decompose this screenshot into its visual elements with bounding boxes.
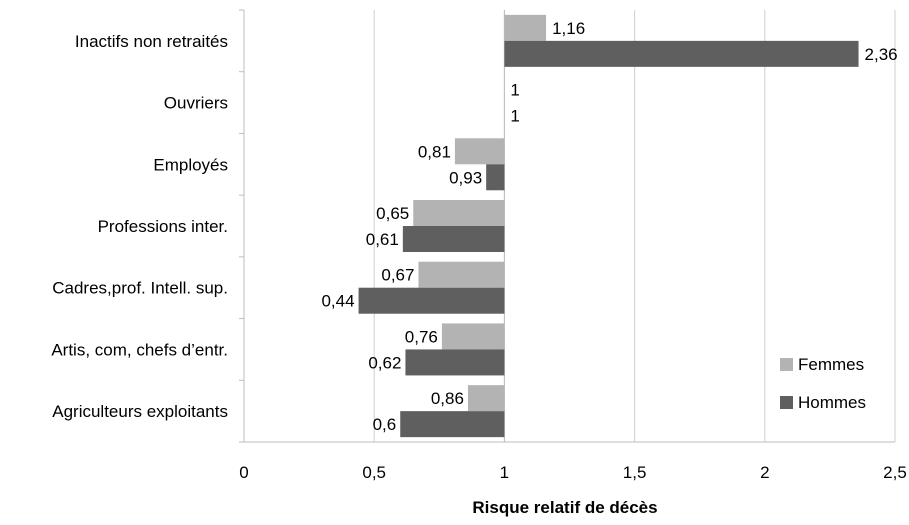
bar-femmes-employes bbox=[454, 138, 505, 165]
bars bbox=[358, 14, 859, 438]
bar-femmes-cadres-prof-intell-sup bbox=[418, 261, 505, 288]
data-label-hommes-inactifs-non-retraites: 2,36 bbox=[865, 45, 898, 64]
data-label-femmes-agriculteurs-exploitants: 0,86 bbox=[431, 389, 464, 408]
x-tick-label: 0 bbox=[239, 463, 248, 482]
data-label-hommes-ouvriers: 1 bbox=[510, 107, 519, 126]
data-label-hommes-artis-com-chefs-d-entr: 0,62 bbox=[368, 353, 401, 372]
category-labels: Inactifs non retraités Ouvriers Employés Pr… bbox=[51, 32, 228, 421]
category-label-employes: Employés bbox=[153, 155, 228, 174]
x-tick-label: 1,5 bbox=[623, 463, 647, 482]
data-label-hommes-agriculteurs-exploitants: 0,6 bbox=[373, 415, 397, 434]
legend-swatch-hommes bbox=[780, 396, 793, 409]
data-label-femmes-cadres-prof-intell-sup: 0,67 bbox=[381, 266, 414, 285]
bar-hommes-artis-com-chefs-d-entr bbox=[405, 349, 505, 376]
data-label-femmes-inactifs-non-retraites: 1,16 bbox=[552, 19, 585, 38]
bar-femmes-agriculteurs-exploitants bbox=[467, 385, 505, 412]
x-axis-title: Risque relatif de décès bbox=[472, 498, 657, 517]
bar-hommes-inactifs-non-retraites bbox=[504, 40, 859, 67]
x-tick-label: 1 bbox=[500, 463, 509, 482]
category-label-inactifs-non-retraites: Inactifs non retraités bbox=[75, 32, 228, 51]
bar-hommes-agriculteurs-exploitants bbox=[400, 411, 505, 438]
data-label-femmes-artis-com-chefs-d-entr: 0,76 bbox=[405, 327, 438, 346]
x-tick-label: 0,5 bbox=[362, 463, 386, 482]
axes bbox=[239, 9, 895, 443]
bar-hommes-professions-inter bbox=[402, 226, 505, 252]
bar-hommes-employes bbox=[486, 164, 505, 191]
data-label-femmes-employes: 0,81 bbox=[418, 142, 451, 161]
data-label-hommes-employes: 0,93 bbox=[449, 168, 482, 187]
data-label-femmes-ouvriers: 1 bbox=[510, 81, 519, 100]
category-label-cadres-prof-intell-sup: Cadres,prof. Intell. sup. bbox=[52, 279, 228, 298]
legend-label-hommes: Hommes bbox=[798, 393, 866, 412]
bar-femmes-inactifs-non-retraites bbox=[504, 14, 547, 41]
bar-hommes-cadres-prof-intell-sup bbox=[358, 287, 505, 314]
x-tick-label: 2 bbox=[760, 463, 769, 482]
data-label-femmes-professions-inter: 0,65 bbox=[376, 204, 409, 223]
x-tick-label: 2,5 bbox=[883, 463, 907, 482]
x-tick-labels: 0 0,5 1 1,5 2 2,5 bbox=[239, 463, 907, 482]
bar-femmes-professions-inter bbox=[413, 200, 505, 226]
category-label-ouvriers: Ouvriers bbox=[164, 94, 228, 113]
data-label-hommes-professions-inter: 0,61 bbox=[366, 230, 399, 249]
legend-label-femmes: Femmes bbox=[798, 355, 864, 374]
bar-femmes-artis-com-chefs-d-entr bbox=[441, 323, 505, 350]
category-label-artis-com-chefs-d-entr: Artis, com, chefs d’entr. bbox=[51, 340, 228, 359]
legend-swatch-femmes bbox=[780, 358, 793, 371]
data-labels: 1,162,36110,810,930,650,610,670,440,760,… bbox=[321, 19, 897, 434]
legend: Femmes Hommes bbox=[780, 355, 866, 412]
category-label-professions-inter: Professions inter. bbox=[98, 217, 228, 236]
category-label-agriculteurs-exploitants: Agriculteurs exploitants bbox=[52, 402, 228, 421]
data-label-hommes-cadres-prof-intell-sup: 0,44 bbox=[321, 292, 354, 311]
